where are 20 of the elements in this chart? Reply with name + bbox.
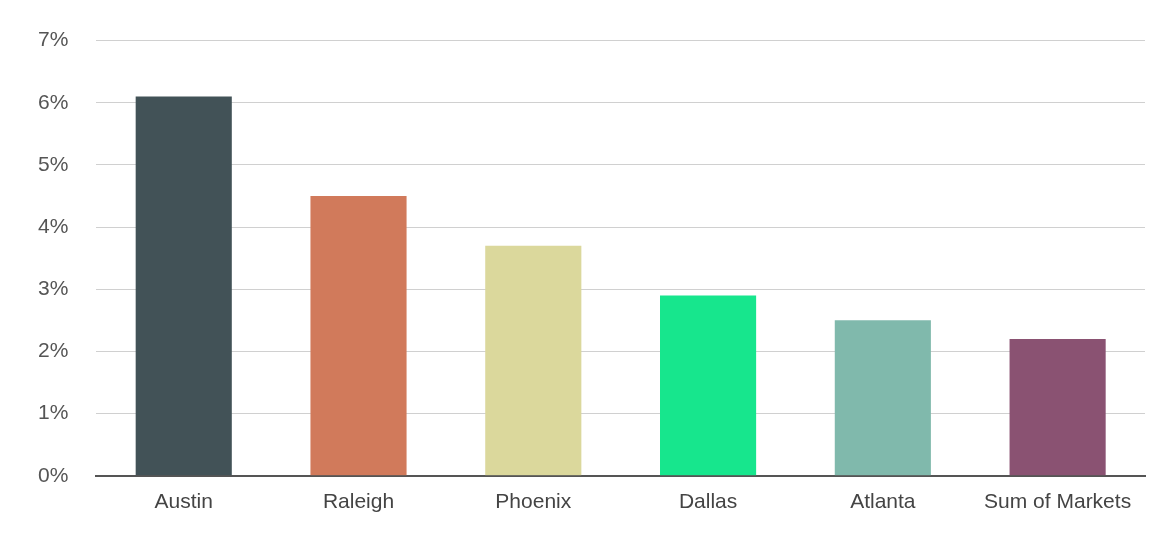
y-tick-label: 6% (37, 89, 69, 113)
y-tick-label: 7% (37, 27, 69, 51)
bar (1009, 339, 1106, 476)
x-tick-label: Phoenix (495, 489, 572, 513)
y-tick-label: 2% (37, 338, 69, 362)
bar (485, 245, 582, 476)
y-tick-label: 1% (37, 400, 69, 424)
bar (310, 196, 407, 476)
x-tick-label: Sum of Markets (984, 489, 1132, 513)
bar (834, 320, 931, 476)
x-tick-label: Raleigh (322, 489, 395, 513)
bar (660, 295, 757, 476)
y-tick-label: 3% (37, 276, 69, 300)
x-tick-label: Atlanta (850, 489, 916, 513)
x-tick-label: Austin (154, 489, 213, 513)
y-tick-label: 4% (37, 213, 69, 237)
y-tick-label: 5% (37, 151, 69, 175)
y-tick-label: 0% (37, 462, 69, 486)
bar (135, 96, 232, 476)
x-tick-label: Dallas (678, 489, 738, 513)
